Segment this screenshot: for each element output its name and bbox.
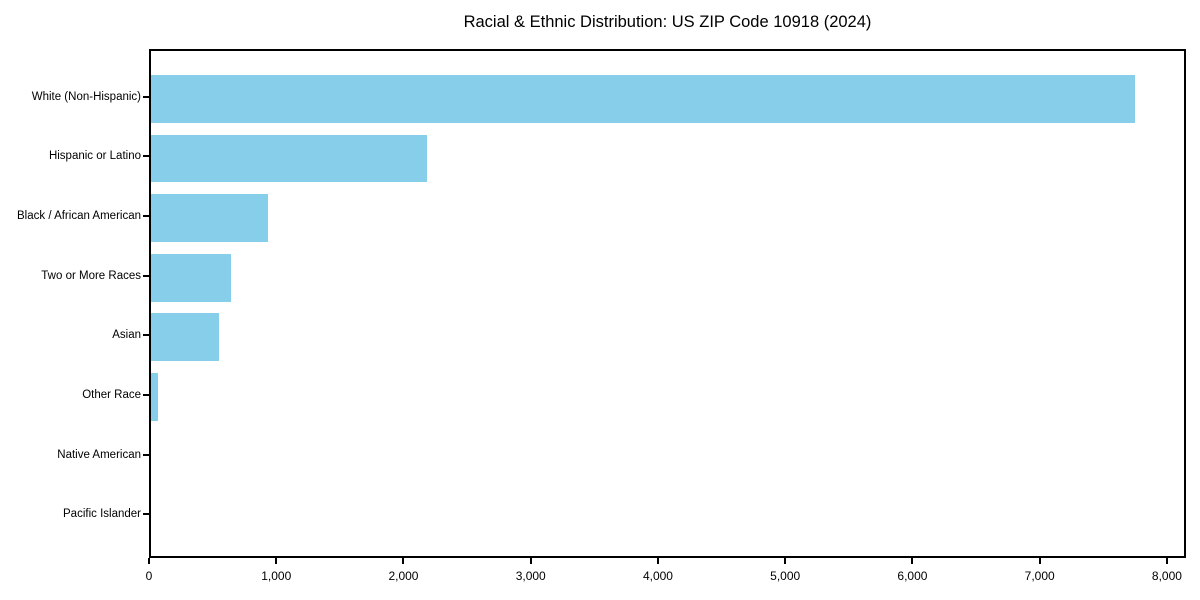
x-tick-mark — [656, 558, 659, 564]
y-tick-label: Other Race — [82, 388, 141, 401]
x-tick-label: 6,000 — [897, 569, 928, 583]
x-tick-mark — [275, 558, 278, 564]
x-tick-label: 0 — [145, 569, 153, 583]
bar — [151, 74, 1136, 123]
bar — [151, 253, 231, 302]
x-tick-mark — [1165, 558, 1168, 564]
y-tick-label: Native American — [57, 448, 141, 461]
y-tick-label: White (Non-Hispanic) — [31, 90, 141, 103]
y-tick-label: Black / African American — [17, 210, 141, 223]
y-tick-mark — [143, 393, 149, 396]
y-tick-label: Hispanic or Latino — [48, 150, 141, 163]
x-tick-label: 5,000 — [770, 569, 801, 583]
x-tick-mark — [911, 558, 914, 564]
x-tick-mark — [784, 558, 787, 564]
bar — [151, 373, 158, 421]
y-tick-label: Pacific Islander — [63, 508, 141, 521]
y-tick-mark — [143, 453, 149, 456]
x-tick-label: 3,000 — [515, 569, 546, 583]
y-tick-mark — [143, 215, 149, 218]
bar — [151, 313, 220, 362]
chart-title: Racial & Ethnic Distribution: US ZIP Cod… — [463, 13, 872, 31]
y-tick-mark — [143, 155, 149, 158]
y-tick-mark — [143, 95, 149, 98]
y-tick-label: Two or More Races — [41, 269, 141, 282]
x-tick-mark — [402, 558, 405, 564]
x-tick-label: 4,000 — [642, 569, 673, 583]
x-tick-mark — [1038, 558, 1041, 564]
plot-area — [149, 49, 1186, 558]
x-tick-label: 7,000 — [1024, 569, 1055, 583]
x-tick-mark — [148, 558, 150, 564]
y-tick-mark — [143, 513, 149, 516]
y-tick-mark — [143, 274, 149, 277]
x-tick-mark — [529, 558, 532, 564]
y-tick-mark — [143, 334, 149, 337]
bar — [151, 194, 268, 242]
x-tick-label: 8,000 — [1151, 569, 1182, 583]
x-tick-label: 1,000 — [261, 569, 292, 583]
bar — [151, 134, 427, 183]
x-tick-label: 2,000 — [388, 569, 419, 583]
y-tick-label: Asian — [112, 329, 141, 342]
